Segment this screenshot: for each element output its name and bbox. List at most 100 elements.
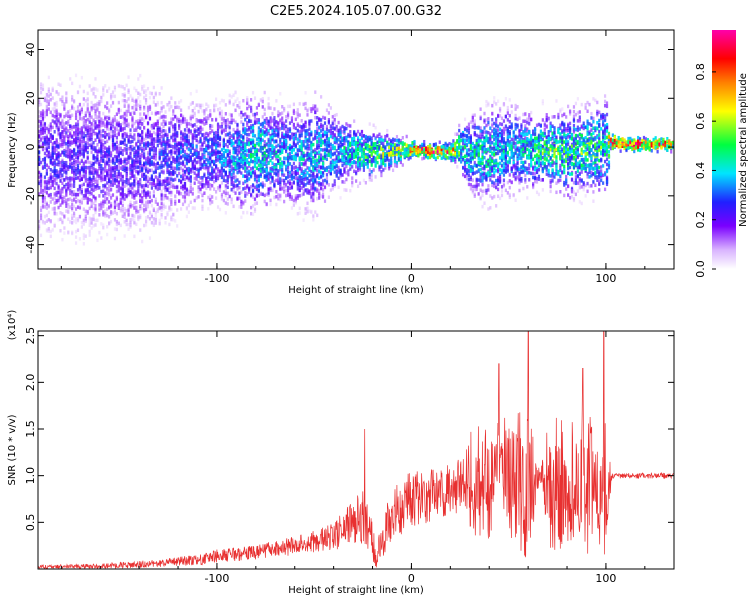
heatmap-cell bbox=[67, 140, 70, 144]
heatmap-cell bbox=[127, 209, 130, 213]
heatmap-cell bbox=[119, 174, 122, 179]
heatmap-cell bbox=[80, 188, 83, 192]
heatmap-cell bbox=[232, 184, 235, 188]
heatmap-cell bbox=[45, 96, 48, 100]
heatmap-cell bbox=[108, 148, 111, 152]
heatmap-cell bbox=[71, 134, 74, 138]
heatmap-cell bbox=[259, 164, 262, 168]
heatmap-cell bbox=[144, 191, 148, 196]
heatmap-cell bbox=[312, 176, 315, 180]
heatmap-cell bbox=[154, 91, 157, 96]
heatmap-cell bbox=[49, 160, 52, 165]
heatmap-cell bbox=[234, 179, 237, 183]
heatmap-cell bbox=[80, 129, 83, 134]
heatmap-cell bbox=[59, 97, 62, 102]
heatmap-cell bbox=[242, 98, 245, 103]
heatmap-cell bbox=[255, 156, 259, 160]
heatmap-cell bbox=[139, 182, 142, 186]
heatmap-cell bbox=[67, 137, 70, 141]
heatmap-cell bbox=[92, 195, 95, 199]
heatmap-cell bbox=[71, 125, 74, 129]
heatmap-cell bbox=[45, 213, 48, 218]
heatmap-cell bbox=[220, 194, 224, 199]
heatmap-cell bbox=[224, 170, 227, 174]
heatmap-cell bbox=[144, 204, 148, 208]
heatmap-cell bbox=[51, 183, 54, 188]
heatmap-cell bbox=[213, 175, 216, 179]
heatmap-cell bbox=[49, 184, 52, 188]
heatmap-cell bbox=[47, 124, 50, 128]
heatmap-cell bbox=[113, 227, 117, 231]
heatmap-cell bbox=[257, 133, 260, 138]
heatmap-cell bbox=[119, 206, 122, 211]
heatmap-cell bbox=[127, 190, 130, 195]
heatmap-cell bbox=[271, 151, 274, 155]
heatmap-cell bbox=[47, 102, 50, 107]
heatmap-cell bbox=[246, 192, 249, 196]
heatmap-cell bbox=[121, 148, 124, 153]
heatmap-cell bbox=[166, 196, 169, 200]
heatmap-cell bbox=[82, 149, 85, 153]
heatmap-cell bbox=[218, 170, 222, 174]
heatmap-cell bbox=[244, 114, 247, 118]
heatmap-cell bbox=[123, 102, 126, 107]
heatmap-cell bbox=[203, 184, 206, 189]
heatmap-cell bbox=[39, 213, 43, 217]
heatmap-cell bbox=[214, 196, 218, 200]
heatmap-cell bbox=[174, 146, 177, 150]
heatmap-cell bbox=[269, 188, 272, 193]
heatmap-cell bbox=[298, 144, 301, 149]
heatmap-cell bbox=[160, 109, 163, 113]
heatmap-cell bbox=[65, 142, 68, 146]
heatmap-cell bbox=[275, 125, 278, 130]
heatmap-cell bbox=[207, 166, 210, 171]
heatmap-cell bbox=[158, 91, 161, 96]
heatmap-cell bbox=[181, 169, 185, 173]
heatmap-cell bbox=[84, 172, 87, 177]
heatmap-cell bbox=[121, 127, 124, 131]
heatmap-cell bbox=[88, 172, 91, 176]
heatmap-cell bbox=[294, 171, 297, 175]
heatmap-cell bbox=[288, 179, 292, 183]
heatmap-cell bbox=[133, 182, 136, 187]
heatmap-cell bbox=[59, 203, 62, 207]
heatmap-cell bbox=[154, 210, 157, 215]
heatmap-cell bbox=[250, 167, 253, 171]
heatmap-cell bbox=[84, 196, 87, 200]
heatmap-cell bbox=[220, 131, 224, 135]
heatmap-cell bbox=[92, 201, 95, 206]
heatmap-cell bbox=[199, 190, 202, 195]
heatmap-cell bbox=[129, 183, 132, 188]
heatmap-cell bbox=[273, 116, 276, 120]
heatmap-cell bbox=[125, 147, 128, 152]
heatmap-cell bbox=[176, 143, 179, 147]
heatmap-cell bbox=[310, 174, 313, 178]
heatmap-cell bbox=[267, 131, 270, 136]
heatmap-cell bbox=[121, 191, 124, 196]
heatmap-cell bbox=[292, 203, 295, 207]
heatmap-cell bbox=[69, 152, 72, 156]
heatmap-cell bbox=[197, 168, 200, 173]
heatmap-cell bbox=[139, 158, 142, 162]
heatmap-cell bbox=[55, 190, 58, 195]
heatmap-cell bbox=[135, 88, 138, 93]
heatmap-cell bbox=[179, 166, 183, 171]
heatmap-cell bbox=[195, 103, 198, 107]
heatmap-cell bbox=[195, 138, 198, 143]
heatmap-cell bbox=[109, 126, 113, 130]
heatmap-cell bbox=[45, 172, 48, 176]
heatmap-cell bbox=[195, 196, 198, 200]
heatmap-cell bbox=[199, 187, 202, 192]
heatmap-cell bbox=[90, 135, 93, 140]
heatmap-cell bbox=[84, 122, 87, 126]
heatmap-cell bbox=[39, 102, 43, 107]
heatmap-cell bbox=[209, 123, 212, 128]
heatmap-cell bbox=[242, 151, 245, 155]
heatmap-cell bbox=[174, 105, 177, 110]
heatmap-cell bbox=[148, 168, 152, 173]
heatmap-cell bbox=[160, 115, 163, 119]
heatmap-cell bbox=[154, 221, 157, 225]
heatmap-cell bbox=[111, 144, 115, 148]
heatmap-cell bbox=[141, 132, 144, 136]
heatmap-cell bbox=[164, 132, 167, 137]
